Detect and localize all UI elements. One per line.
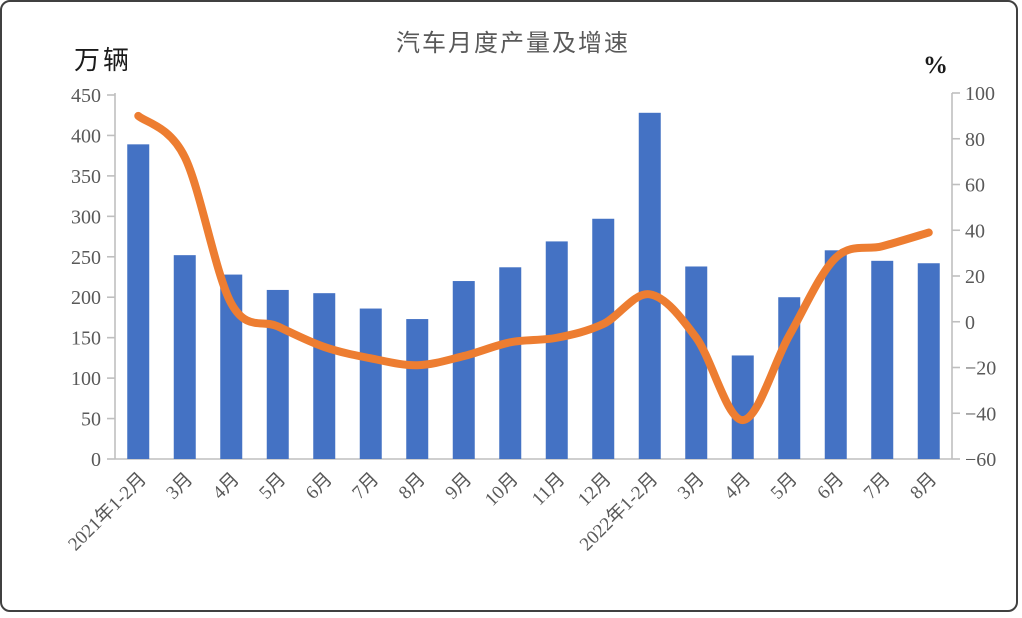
x-axis-label: 7月: [860, 469, 895, 504]
bar: [638, 112, 661, 459]
x-axis-label: 8月: [395, 469, 430, 504]
x-axis-label: 3月: [674, 469, 709, 504]
left-axis-tick-label: 350: [71, 166, 101, 188]
bar: [499, 267, 522, 459]
right-axis-tick-label: 0: [965, 312, 975, 334]
x-axis-label: 8月: [906, 469, 941, 504]
x-axis-label: 12月: [574, 469, 616, 511]
left-axis-tick-label: 100: [71, 368, 101, 390]
bar: [824, 250, 847, 459]
x-axis-label: 5月: [255, 469, 290, 504]
bar: [313, 293, 336, 459]
x-axis-label: 11月: [528, 469, 569, 510]
growth-line: [134, 111, 933, 425]
left-axis-tick-label: 0: [91, 449, 101, 471]
left-axis-tick-label: 200: [71, 287, 101, 309]
x-axis-label: 7月: [348, 469, 383, 504]
bar: [685, 266, 708, 459]
x-axis-label: 2021年1-2月: [64, 468, 151, 555]
x-axis-label: 5月: [767, 469, 802, 504]
x-axis-label: 6月: [302, 469, 337, 504]
x-axis-label: 3月: [162, 469, 197, 504]
bar: [266, 289, 289, 459]
bar: [917, 263, 940, 459]
right-axis-tick-label: 20: [965, 266, 985, 288]
right-axis-tick-label: −40: [965, 403, 996, 425]
bar: [731, 355, 754, 459]
right-axis-tick-label: 60: [965, 175, 985, 197]
right-axis-tick-label: 100: [965, 83, 995, 105]
right-axis-tick-label: 80: [965, 129, 985, 151]
bar: [220, 274, 243, 459]
bar: [871, 260, 894, 459]
right-axis-unit-label: %: [923, 52, 948, 79]
bar: [406, 319, 429, 459]
right-axis-tick-label: −60: [965, 449, 996, 471]
right-axis-tick-label: 40: [965, 220, 985, 242]
x-axis-label: 9月: [441, 469, 476, 504]
left-axis-unit-label: 万辆: [74, 46, 133, 75]
x-axis-label: 4月: [209, 469, 244, 504]
bar: [359, 308, 382, 459]
left-axis-tick-label: 400: [71, 125, 101, 147]
x-axis-label: 10月: [481, 469, 523, 511]
left-axis-tick-label: 250: [71, 247, 101, 269]
chart-title: 汽车月度产量及增速: [396, 31, 630, 57]
right-axis-tick-label: −20: [965, 358, 996, 380]
bar: [545, 241, 568, 459]
bar: [173, 255, 196, 459]
bar: [452, 281, 475, 459]
bar: [127, 144, 150, 459]
left-axis-tick-label: 300: [71, 206, 101, 228]
x-axis-label: 6月: [813, 469, 848, 504]
left-axis-tick-label: 150: [71, 328, 101, 350]
x-axis-label: 4月: [720, 469, 755, 504]
left-axis-tick-label: 450: [71, 85, 101, 107]
bar: [592, 218, 615, 459]
left-axis-tick-label: 50: [81, 409, 101, 431]
